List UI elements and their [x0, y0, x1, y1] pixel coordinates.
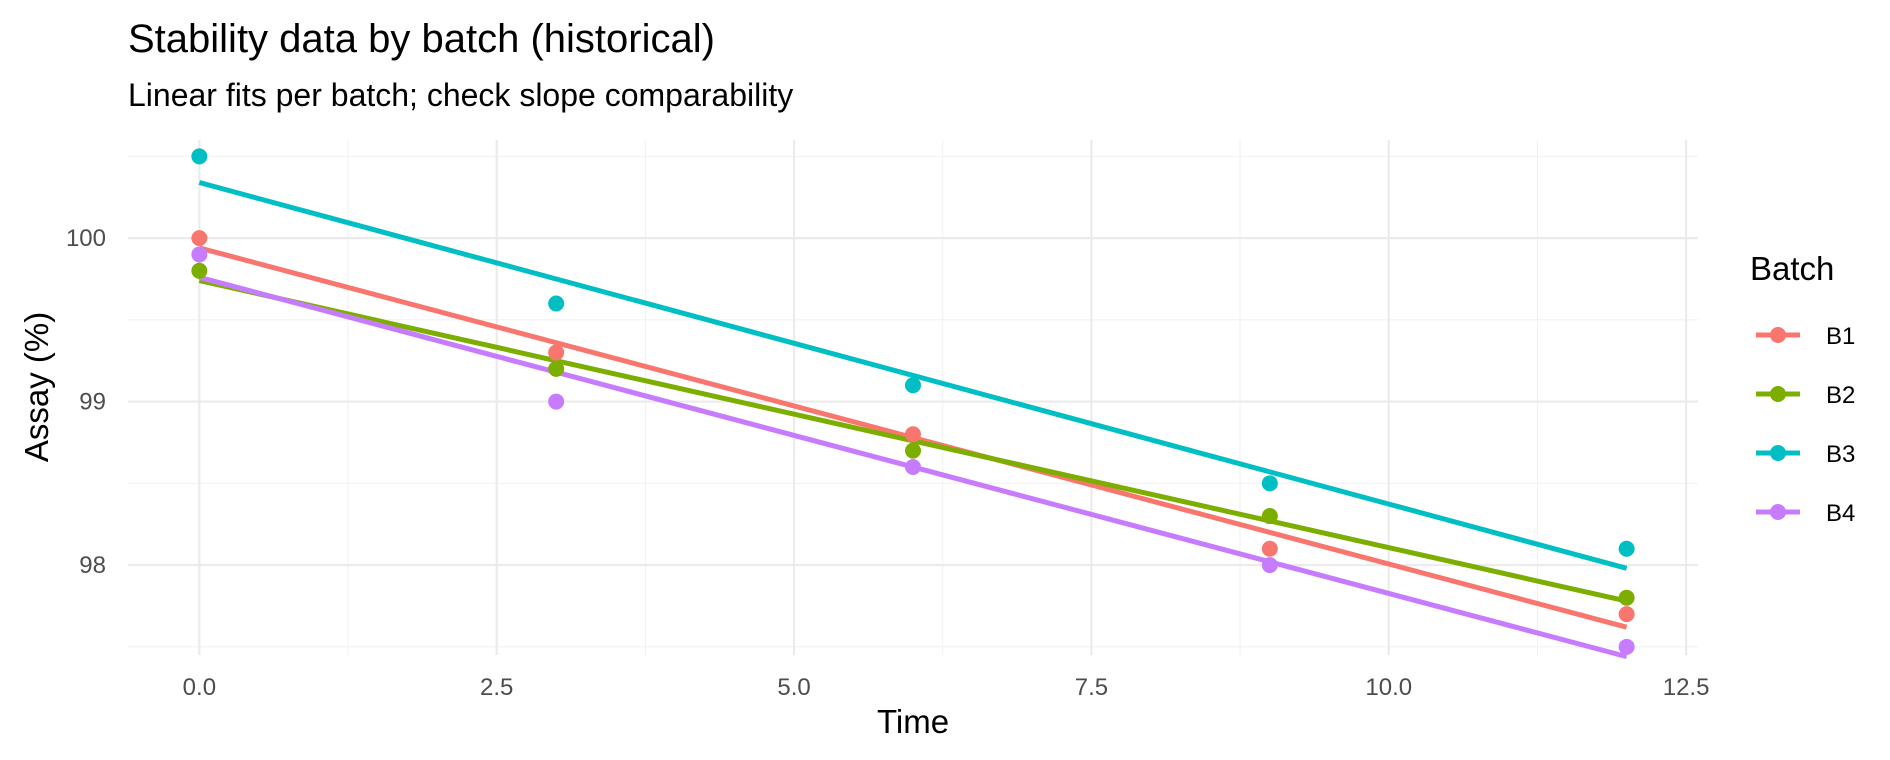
legend-label: B3 — [1826, 441, 1855, 468]
data-point-b2 — [548, 360, 565, 377]
legend-key-point — [1770, 386, 1786, 402]
chart-subtitle: Linear fits per batch; check slope compa… — [128, 77, 793, 113]
data-point-b3 — [905, 377, 921, 394]
legend-item-b1: B1 — [1756, 323, 1855, 350]
fit-line-b3 — [198, 180, 1628, 571]
data-point-b2 — [1261, 508, 1278, 525]
data-point-b2 — [905, 442, 921, 459]
legend-label: B4 — [1826, 500, 1855, 527]
data-point-b1 — [191, 230, 208, 247]
data-point-b1 — [1261, 540, 1278, 557]
data-point-b4 — [905, 458, 921, 475]
legend-item-b3: B3 — [1756, 441, 1855, 468]
legend-label: B1 — [1826, 323, 1855, 350]
data-point-b3 — [1618, 540, 1635, 557]
fit-lines-layer — [198, 180, 1628, 660]
data-points-layer — [191, 148, 1635, 655]
data-point-b4 — [1618, 638, 1635, 655]
data-point-b4 — [548, 393, 565, 410]
legend-key-point — [1770, 445, 1786, 461]
y-axis-title: Assay (%) — [18, 312, 55, 462]
x-tick-label: 0.0 — [183, 674, 216, 701]
data-point-b1 — [905, 426, 921, 443]
legend-label: B2 — [1826, 382, 1855, 409]
legend-key-point — [1770, 504, 1786, 520]
x-tick-label: 12.5 — [1663, 674, 1710, 701]
data-point-b2 — [1618, 589, 1635, 606]
tick-labels-layer: 0.0 2.5 5.0 7.5 10.0 12.5 98 99 100 — [66, 225, 1710, 701]
x-axis-title: Time — [877, 703, 949, 740]
data-point-b4 — [1261, 557, 1278, 574]
data-point-b1 — [548, 344, 565, 361]
legend-item-b2: B2 — [1756, 382, 1855, 409]
x-tick-label: 7.5 — [1075, 674, 1108, 701]
legend-items: B1 B2 B3 B4 — [1756, 323, 1855, 527]
data-point-b3 — [1261, 475, 1278, 492]
y-tick-label: 99 — [79, 389, 106, 416]
data-point-b4 — [191, 246, 208, 263]
y-tick-label: 98 — [79, 552, 106, 579]
x-tick-label: 5.0 — [777, 674, 810, 701]
legend-item-b4: B4 — [1756, 500, 1855, 527]
x-tick-label: 2.5 — [480, 674, 513, 701]
chart-title: Stability data by batch (historical) — [128, 17, 715, 61]
legend-title: Batch — [1750, 250, 1834, 287]
x-tick-label: 10.0 — [1365, 674, 1412, 701]
data-point-b2 — [191, 262, 208, 279]
data-point-b3 — [191, 148, 208, 165]
data-point-b1 — [1618, 606, 1635, 623]
legend-key-point — [1770, 327, 1786, 343]
legend: Batch B1 B2 B3 B4 — [1750, 250, 1855, 527]
grid-layer — [128, 140, 1698, 655]
y-tick-label: 100 — [66, 225, 106, 252]
data-point-b3 — [548, 295, 565, 312]
